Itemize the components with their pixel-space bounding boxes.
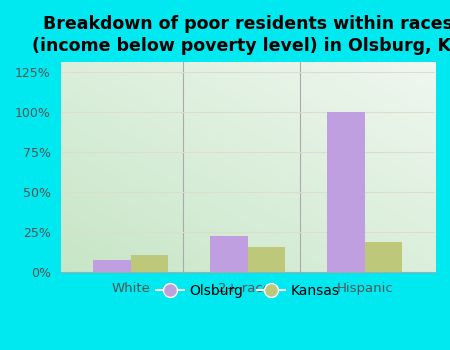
Bar (131, 255, 168, 272)
Bar (93, 260, 131, 272)
Bar (210, 236, 248, 272)
Bar (365, 242, 402, 272)
Title: Breakdown of poor residents within races
(income below poverty level) in Olsburg: Breakdown of poor residents within races… (32, 15, 450, 55)
Legend: Olsburg, Kansas: Olsburg, Kansas (151, 278, 345, 303)
Bar (327, 112, 365, 272)
Bar (248, 247, 285, 272)
